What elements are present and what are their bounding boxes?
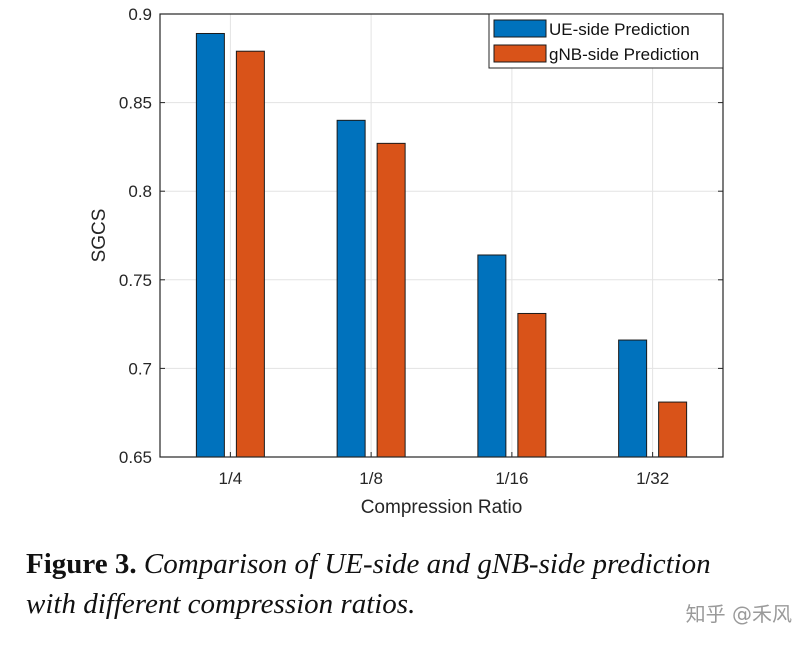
bar-ue-0 — [195, 32, 225, 458]
bar-ue-1 — [336, 119, 366, 458]
figure-caption-line1: Figure 3. Comparison of UE-side and gNB-… — [26, 548, 711, 581]
legend-label-gnb: gNB-side Prediction — [549, 45, 699, 64]
legend-swatch-ue — [493, 19, 547, 38]
bar-ue-3 — [618, 339, 648, 458]
bar-gnb-3 — [658, 401, 688, 458]
x-tick-label: 1/8 — [359, 469, 383, 488]
figure-caption-line2: with different compression ratios. — [26, 588, 415, 621]
bar-gnb-2 — [517, 312, 547, 458]
watermark: 知乎 @禾风 — [685, 602, 792, 626]
y-tick-label: 0.8 — [128, 182, 152, 201]
bar-gnb-0 — [235, 50, 265, 458]
y-tick-label: 0.7 — [128, 359, 152, 378]
legend-label-ue: UE-side Prediction — [549, 20, 690, 39]
bar-chart: 0.65 0.7 0.75 0.8 0.85 0.9 1/4 1/8 1/16 1/32 Compr… — [89, 5, 724, 518]
figure-label: Figure 3. — [26, 548, 137, 580]
caption-text-1: Comparison of UE-side and gNB-side predi… — [143, 548, 711, 580]
y-tick-label: 0.75 — [119, 271, 152, 290]
x-tick-label: 1/32 — [636, 469, 669, 488]
x-tick-label: 1/4 — [219, 469, 243, 488]
bar-gnb-1 — [376, 142, 406, 458]
y-tick-label: 0.85 — [119, 94, 152, 113]
axes-box — [159, 13, 724, 458]
caption-text-2: with different compression ratios. — [26, 588, 416, 620]
x-axis-label: Compression Ratio — [361, 497, 523, 518]
legend-swatch-gnb — [493, 44, 547, 63]
y-tick-label: 0.9 — [128, 5, 152, 24]
x-tick-label: 1/16 — [495, 469, 528, 488]
y-axis-label: SGCS — [89, 209, 110, 263]
y-tick-label: 0.65 — [119, 448, 152, 467]
bar-ue-2 — [477, 254, 507, 458]
